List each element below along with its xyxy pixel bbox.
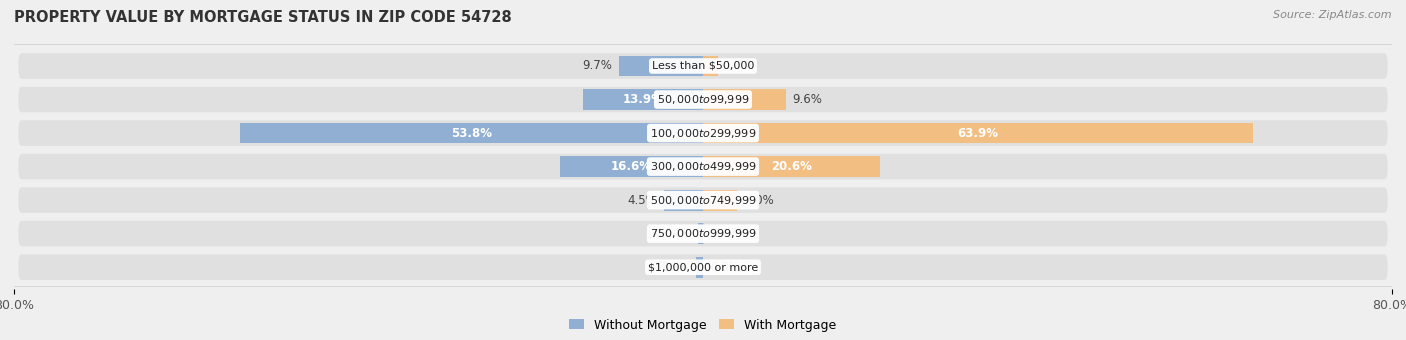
Bar	[239, 123, 703, 143]
Text: $500,000 to $749,999: $500,000 to $749,999	[650, 194, 756, 207]
Text: PROPERTY VALUE BY MORTGAGE STATUS IN ZIP CODE 54728: PROPERTY VALUE BY MORTGAGE STATUS IN ZIP…	[14, 10, 512, 25]
FancyBboxPatch shape	[18, 154, 1388, 179]
Text: 9.6%: 9.6%	[793, 93, 823, 106]
Text: 0.17%: 0.17%	[711, 227, 748, 240]
Text: $100,000 to $299,999: $100,000 to $299,999	[650, 126, 756, 139]
Bar	[703, 156, 880, 177]
FancyBboxPatch shape	[18, 87, 1388, 112]
Bar	[696, 257, 703, 277]
Text: 0.86%: 0.86%	[651, 261, 689, 274]
Text: 13.9%: 13.9%	[623, 93, 664, 106]
Text: 4.5%: 4.5%	[627, 194, 658, 207]
Bar	[583, 89, 703, 110]
Text: 20.6%: 20.6%	[772, 160, 813, 173]
Text: 0.0%: 0.0%	[710, 261, 740, 274]
Text: 63.9%: 63.9%	[957, 126, 998, 139]
Text: 9.7%: 9.7%	[582, 59, 613, 72]
Text: 16.6%: 16.6%	[612, 160, 652, 173]
Bar	[703, 223, 704, 244]
Bar	[703, 89, 786, 110]
Text: Less than $50,000: Less than $50,000	[652, 61, 754, 71]
Text: 4.0%: 4.0%	[744, 194, 775, 207]
Text: 53.8%: 53.8%	[451, 126, 492, 139]
Text: $1,000,000 or more: $1,000,000 or more	[648, 262, 758, 272]
Bar	[560, 156, 703, 177]
FancyBboxPatch shape	[18, 187, 1388, 213]
FancyBboxPatch shape	[18, 53, 1388, 79]
Bar	[703, 56, 717, 76]
Text: $750,000 to $999,999: $750,000 to $999,999	[650, 227, 756, 240]
Bar	[664, 190, 703, 210]
Bar	[699, 223, 703, 244]
Text: $300,000 to $499,999: $300,000 to $499,999	[650, 160, 756, 173]
Bar	[703, 190, 738, 210]
FancyBboxPatch shape	[18, 120, 1388, 146]
Text: 0.54%: 0.54%	[654, 227, 692, 240]
Text: Source: ZipAtlas.com: Source: ZipAtlas.com	[1274, 10, 1392, 20]
Text: 1.7%: 1.7%	[724, 59, 755, 72]
Text: $50,000 to $99,999: $50,000 to $99,999	[657, 93, 749, 106]
Bar	[620, 56, 703, 76]
Bar	[703, 123, 1253, 143]
FancyBboxPatch shape	[18, 254, 1388, 280]
Legend: Without Mortgage, With Mortgage: Without Mortgage, With Mortgage	[564, 313, 842, 337]
FancyBboxPatch shape	[18, 221, 1388, 246]
